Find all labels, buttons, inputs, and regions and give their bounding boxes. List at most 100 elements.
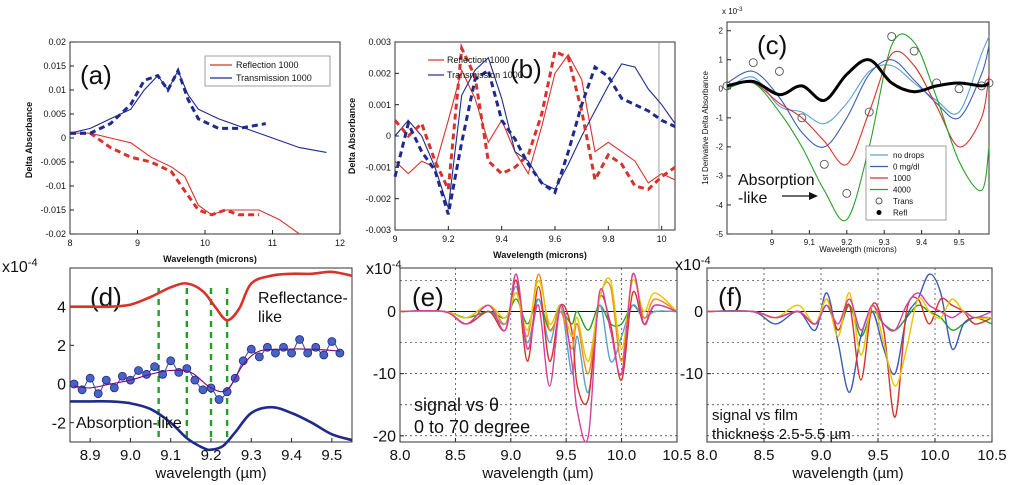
panel-c-trans-point bbox=[819, 159, 829, 169]
panel-e-xtick-label: 10.5 bbox=[662, 447, 691, 464]
panel-a-ytick-label: -0.005 bbox=[40, 157, 66, 167]
panel-d-exponent: x10-4 bbox=[2, 257, 38, 276]
panel-e-exponent-power: -4 bbox=[392, 259, 402, 271]
panel-f-ytick-label: -10 bbox=[680, 366, 703, 383]
panel-e-xlabel: wavelength (µm) bbox=[481, 465, 593, 482]
panel-b-ytick-label: -0.002 bbox=[365, 194, 391, 204]
panel-b: (b) Delta Absorbance Wavelength (microns… bbox=[347, 37, 676, 260]
panel-e-annotation-0: signal vs θ bbox=[414, 395, 499, 415]
panel-d-xtick-label: 9.4 bbox=[281, 447, 302, 464]
panel-b-xtick-label: 9.4 bbox=[495, 234, 508, 244]
panel-b-xtick-label: 9 bbox=[392, 234, 397, 244]
panel-a-ytick-label: 0.01 bbox=[48, 85, 66, 95]
panel-b-ytick-label: 0.003 bbox=[368, 37, 391, 47]
panel-c-annotation: Absorption -like bbox=[738, 172, 818, 207]
panel-d-data-point bbox=[327, 337, 337, 346]
panel-c-ytick-label: 2 bbox=[719, 27, 724, 36]
panel-c-legend: no drops 0 mg/dl 1000 4000 Trans Refl bbox=[865, 145, 947, 221]
panel-d-series-3 bbox=[73, 348, 340, 393]
panel-c-annotation-1: -like bbox=[738, 190, 767, 207]
panel-b-xtick-label: 9.2 bbox=[442, 234, 455, 244]
panel-a-xtick-label: 12 bbox=[335, 238, 345, 248]
panel-d-xtick-label: 9.2 bbox=[201, 447, 222, 464]
panel-f-series-2 bbox=[706, 296, 993, 418]
panel-f-exponent: x10-4 bbox=[675, 255, 711, 274]
panel-d-exponent-power: -4 bbox=[28, 257, 38, 269]
panel-c-xlabel: Wavelength (microns) bbox=[819, 245, 897, 254]
panel-b-ytick-label: -0.001 bbox=[365, 162, 391, 172]
panel-b-ytick-label: -0.003 bbox=[365, 225, 391, 235]
panel-d-data-point bbox=[246, 344, 256, 354]
panel-a-xtick-label: 10 bbox=[200, 238, 210, 248]
panel-f-xtick-label: 9.0 bbox=[811, 447, 832, 464]
panel-c-xtick-label: 9.1 bbox=[804, 238, 816, 247]
panel-e-xtick-label: 10.0 bbox=[607, 447, 636, 464]
panel-c-ytick-label: -4 bbox=[716, 201, 724, 210]
panel-b-ytick-label: 0.002 bbox=[368, 68, 391, 78]
panel-d-data-point bbox=[190, 375, 200, 385]
panel-c-label: (c) bbox=[757, 30, 787, 60]
panel-c-series-1 bbox=[726, 45, 990, 148]
panel-c-ytick-label: -2 bbox=[716, 143, 724, 152]
panel-b-legend-1: Transmission 1000 bbox=[447, 70, 523, 80]
panel-d-data-point bbox=[166, 356, 176, 366]
panel-c-ytick-label: -5 bbox=[716, 230, 724, 239]
panel-c-legend-label: Refl bbox=[893, 209, 907, 218]
panel-c-ytick-label: 0 bbox=[719, 85, 724, 94]
panel-c-legend-marker bbox=[875, 197, 883, 205]
panel-c-exponent-base: x 10 bbox=[722, 7, 738, 16]
panel-f-xtick-label: 10.5 bbox=[977, 447, 1006, 464]
panel-d-data-point bbox=[93, 389, 103, 399]
panel-e-exponent: x10-4 bbox=[366, 259, 402, 278]
panel-f-xtick-label: 9.5 bbox=[868, 447, 889, 464]
panel-d-data-point bbox=[303, 348, 313, 358]
panel-a-xtick-label: 8 bbox=[67, 238, 72, 248]
panel-d-annotation-0: Reflectance- bbox=[258, 290, 348, 307]
panel-a-ytick-label: -0.015 bbox=[40, 205, 66, 215]
panel-c-ytick-label: -1 bbox=[716, 114, 724, 123]
panel-f-series-4 bbox=[706, 292, 993, 332]
panel-c-arrow-head bbox=[809, 192, 818, 200]
panel-e-label: (e) bbox=[412, 282, 444, 312]
panel-a-legend-1: Transmission 1000 bbox=[236, 73, 312, 83]
panel-a-series-2 bbox=[70, 131, 259, 217]
panel-a-xlabel: Wavelength (microns) bbox=[163, 254, 257, 264]
panel-b-xtick-label: 9.6 bbox=[549, 234, 562, 244]
panel-a-ytick-label: 0 bbox=[61, 133, 66, 143]
panel-b-xtick-label: 9.8 bbox=[602, 234, 615, 244]
panel-d-data-point bbox=[295, 335, 305, 344]
panel-d-data-point bbox=[335, 348, 345, 358]
panel-d-series-0 bbox=[70, 270, 353, 322]
panel-c-trans-point bbox=[748, 58, 758, 68]
panel-a-ytick-label: -0.02 bbox=[45, 229, 66, 239]
panel-a-ytick-label: 0.015 bbox=[43, 61, 66, 71]
panel-c-ylabel: 1st Derivative Delta Absorbance bbox=[701, 71, 710, 185]
panel-e-ytick-label: -10 bbox=[373, 366, 396, 383]
panel-a: (a) Delta Absorbance Wavelength (microns… bbox=[24, 37, 345, 264]
panel-d-ytick-label: 4 bbox=[57, 299, 66, 316]
panel-f-series-1 bbox=[706, 273, 993, 394]
panel-c-exponent-power: -3 bbox=[737, 7, 743, 13]
panel-b-series-2 bbox=[393, 42, 676, 195]
panel-c-exponent: x 10-3 bbox=[722, 7, 743, 16]
panel-d-data-point bbox=[279, 342, 288, 352]
panel-f-xlabel: wavelength (µm) bbox=[791, 465, 903, 482]
panel-e: x10-4 (e) wavelength (µm) 0 -10 -20 8.0 8.5 9… bbox=[366, 259, 692, 482]
panel-e-xtick-label: 8.5 bbox=[445, 447, 466, 464]
panel-d-data-point bbox=[319, 350, 329, 360]
panel-a-ytick-label: -0.01 bbox=[45, 181, 66, 191]
panel-c-legend-label: 0 mg/dl bbox=[893, 163, 919, 172]
panel-d-data-point bbox=[271, 348, 280, 358]
panel-f-annotation-0: signal vs film bbox=[712, 407, 798, 424]
panel-d-annotation-2: Absorption-like bbox=[76, 415, 182, 432]
panel-b-ylabel: Delta Absorbance bbox=[347, 98, 357, 174]
panel-a-xtick-label: 11 bbox=[268, 238, 277, 248]
panel-c-xtick-label: 9.3 bbox=[879, 238, 891, 247]
panel-d-data-point bbox=[109, 383, 119, 393]
panel-c-xtick-label: 9 bbox=[770, 238, 775, 247]
panel-f-series-3 bbox=[706, 292, 993, 387]
panel-b-ytick-label: 0.001 bbox=[368, 100, 391, 110]
panel-f-xtick-label: 8.5 bbox=[754, 447, 775, 464]
panel-f-exponent-base: x10 bbox=[675, 257, 701, 274]
panel-c-annotation-0: Absorption bbox=[738, 172, 815, 189]
